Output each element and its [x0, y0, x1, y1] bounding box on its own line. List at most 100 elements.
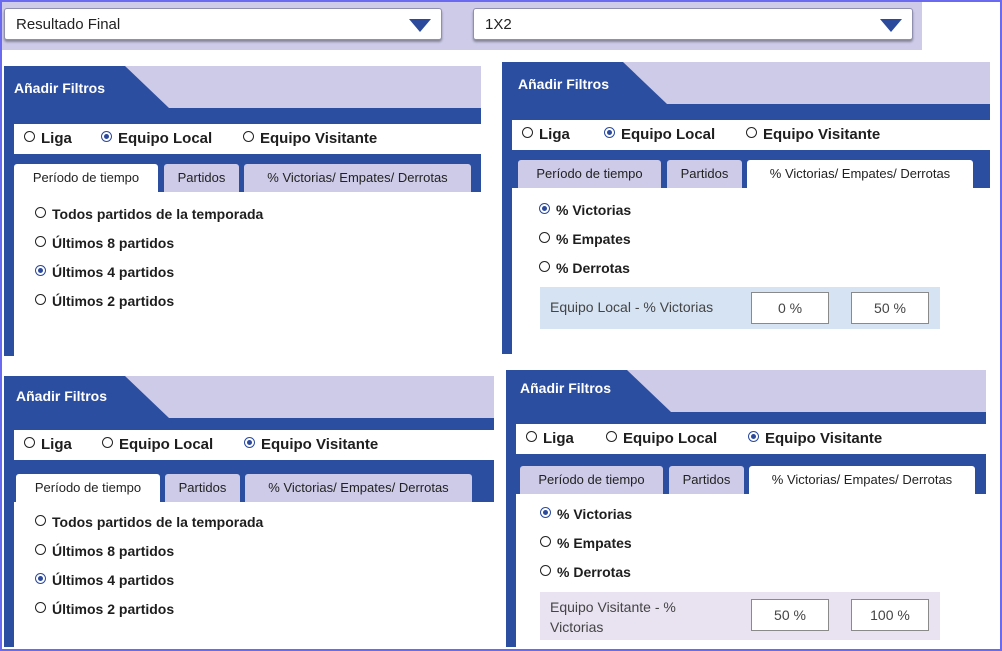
- filter-option-label: Liga: [41, 436, 72, 453]
- radio-selected-icon[interactable]: [35, 573, 46, 584]
- result-option[interactable]: % Victorias: [540, 506, 632, 522]
- tab-periodo[interactable]: Período de tiempo: [520, 466, 663, 494]
- period-option-label: Últimos 2 partidos: [52, 293, 175, 309]
- tab-partidos[interactable]: Partidos: [165, 474, 240, 502]
- radio-icon[interactable]: [540, 536, 551, 547]
- period-option-label: Últimos 8 partidos: [52, 235, 175, 251]
- chevron-down-icon[interactable]: [409, 19, 431, 32]
- filter-panel-3: Añadir Filtros Liga Equipo Local Equipo …: [4, 376, 494, 647]
- radio-icon[interactable]: [35, 544, 46, 555]
- filter-option-equipo-local[interactable]: Equipo Local: [101, 130, 212, 147]
- radio-selected-icon[interactable]: [35, 265, 46, 276]
- radio-selected-icon[interactable]: [539, 203, 550, 214]
- filter-option-liga[interactable]: Liga: [522, 126, 570, 143]
- period-option-label: Últimos 4 partidos: [52, 572, 175, 588]
- period-option[interactable]: Últimos 4 partidos: [35, 572, 174, 588]
- tab-periodo[interactable]: Período de tiempo: [518, 160, 661, 188]
- period-option[interactable]: Últimos 4 partidos: [35, 264, 174, 280]
- radio-icon[interactable]: [526, 431, 537, 442]
- tab-partidos[interactable]: Partidos: [667, 160, 742, 188]
- result-option-label: % Victorias: [556, 202, 632, 218]
- period-option[interactable]: Todos partidos de la temporada: [35, 514, 263, 530]
- market-select[interactable]: Resultado Final: [4, 8, 442, 40]
- filter-panel-2: Añadir Filtros Liga Equipo Local Equipo …: [502, 62, 990, 354]
- result-option[interactable]: % Victorias: [539, 202, 631, 218]
- filter-option-liga[interactable]: Liga: [526, 430, 574, 447]
- percentage-range: Equipo Local - % Victorias 0 % 50 %: [540, 287, 940, 329]
- period-option[interactable]: Últimos 2 partidos: [35, 293, 174, 309]
- filter-type-row: Liga Equipo Local Equipo Visitante: [512, 120, 990, 150]
- top-bar: Resultado Final 1X2: [0, 0, 922, 50]
- radio-icon[interactable]: [539, 261, 550, 272]
- radio-selected-icon[interactable]: [540, 507, 551, 518]
- tab-periodo[interactable]: Período de tiempo: [16, 474, 160, 502]
- panel-title: Añadir Filtros: [520, 380, 612, 396]
- filter-option-equipo-local[interactable]: Equipo Local: [102, 436, 213, 453]
- chevron-down-icon[interactable]: [880, 19, 902, 32]
- tab-content: Todos partidos de la temporada Últimos 8…: [14, 502, 494, 647]
- radio-icon[interactable]: [24, 131, 35, 142]
- period-option-label: Últimos 4 partidos: [52, 264, 175, 280]
- radio-selected-icon[interactable]: [101, 131, 112, 142]
- tab-partidos[interactable]: Partidos: [669, 466, 744, 494]
- filter-option-label: Equipo Local: [119, 436, 214, 453]
- radio-icon[interactable]: [35, 515, 46, 526]
- radio-selected-icon[interactable]: [748, 431, 759, 442]
- filter-type-row: Liga Equipo Local Equipo Visitante: [14, 124, 481, 154]
- radio-selected-icon[interactable]: [244, 437, 255, 448]
- radio-icon[interactable]: [35, 294, 46, 305]
- bet-type-select[interactable]: 1X2: [473, 8, 913, 40]
- period-option[interactable]: Últimos 8 partidos: [35, 235, 174, 251]
- radio-icon[interactable]: [35, 236, 46, 247]
- period-option-label: Últimos 8 partidos: [52, 543, 175, 559]
- range-max-input[interactable]: 50 %: [851, 292, 929, 324]
- radio-icon[interactable]: [522, 127, 533, 138]
- range-min-input[interactable]: 0 %: [751, 292, 829, 324]
- filter-option-equipo-local[interactable]: Equipo Local: [604, 126, 715, 143]
- range-label: Equipo Local - % Victorias: [550, 299, 714, 315]
- period-option[interactable]: Últimos 2 partidos: [35, 601, 174, 617]
- filter-option-liga[interactable]: Liga: [24, 436, 72, 453]
- range-max-input[interactable]: 100 %: [851, 599, 929, 631]
- period-option[interactable]: Todos partidos de la temporada: [35, 206, 263, 222]
- tab-porcentajes[interactable]: % Victorias/ Empates/ Derrotas: [749, 466, 975, 494]
- market-select-value: Resultado Final: [16, 16, 121, 33]
- radio-icon[interactable]: [606, 431, 617, 442]
- tab-porcentajes[interactable]: % Victorias/ Empates/ Derrotas: [747, 160, 973, 188]
- radio-icon[interactable]: [539, 232, 550, 243]
- result-option-label: % Derrotas: [557, 564, 631, 580]
- filter-option-equipo-visitante[interactable]: Equipo Visitante: [243, 130, 377, 147]
- result-option-label: % Victorias: [557, 506, 633, 522]
- period-option-label: Últimos 2 partidos: [52, 601, 175, 617]
- tab-periodo[interactable]: Período de tiempo: [14, 164, 158, 192]
- tab-porcentajes[interactable]: % Victorias/ Empates/ Derrotas: [245, 474, 472, 502]
- result-option-label: % Derrotas: [556, 260, 630, 276]
- radio-icon[interactable]: [540, 565, 551, 576]
- panel-title: Añadir Filtros: [16, 388, 108, 404]
- tab-porcentajes[interactable]: % Victorias/ Empates/ Derrotas: [244, 164, 471, 192]
- filter-option-equipo-visitante[interactable]: Equipo Visitante: [748, 430, 882, 447]
- tab-content: % Victorias % Empates % Derrotas Equipo …: [516, 494, 986, 647]
- radio-icon[interactable]: [35, 207, 46, 218]
- filter-option-equipo-local[interactable]: Equipo Local: [606, 430, 717, 447]
- result-option[interactable]: % Empates: [540, 535, 632, 551]
- filter-option-liga[interactable]: Liga: [24, 130, 72, 147]
- filter-option-equipo-visitante[interactable]: Equipo Visitante: [244, 436, 378, 453]
- range-min-input[interactable]: 50 %: [751, 599, 829, 631]
- filter-option-equipo-visitante[interactable]: Equipo Visitante: [746, 126, 880, 143]
- result-option[interactable]: % Empates: [539, 231, 631, 247]
- result-option-label: % Empates: [557, 535, 632, 551]
- result-option[interactable]: % Derrotas: [540, 564, 631, 580]
- filter-panel-1: Añadir Filtros Liga Equipo Local Equipo …: [4, 66, 481, 356]
- radio-icon[interactable]: [243, 131, 254, 142]
- radio-selected-icon[interactable]: [604, 127, 615, 138]
- period-option[interactable]: Últimos 8 partidos: [35, 543, 174, 559]
- filter-option-label: Liga: [543, 430, 574, 447]
- radio-icon[interactable]: [746, 127, 757, 138]
- filter-option-label: Equipo Local: [623, 430, 718, 447]
- radio-icon[interactable]: [24, 437, 35, 448]
- result-option[interactable]: % Derrotas: [539, 260, 630, 276]
- radio-icon[interactable]: [102, 437, 113, 448]
- tab-partidos[interactable]: Partidos: [164, 164, 239, 192]
- radio-icon[interactable]: [35, 602, 46, 613]
